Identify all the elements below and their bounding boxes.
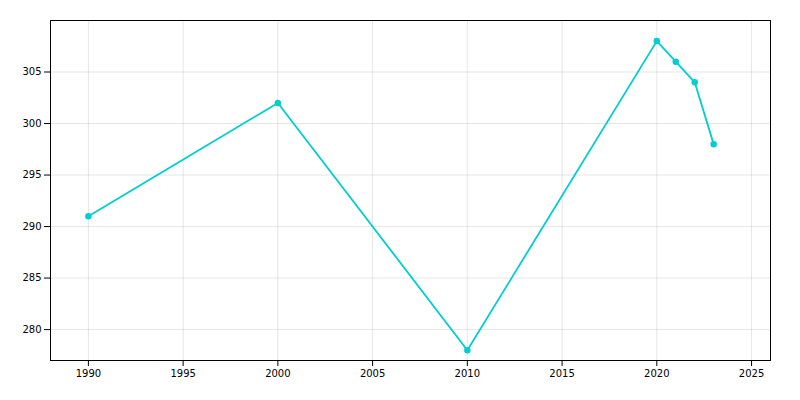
svg-text:280: 280 — [22, 324, 41, 335]
svg-text:295: 295 — [22, 169, 41, 180]
svg-text:2000: 2000 — [265, 368, 290, 379]
svg-text:285: 285 — [22, 272, 41, 283]
svg-text:1995: 1995 — [170, 368, 195, 379]
svg-text:1990: 1990 — [76, 368, 101, 379]
svg-text:290: 290 — [22, 221, 41, 232]
svg-text:300: 300 — [22, 118, 41, 129]
svg-text:305: 305 — [22, 66, 41, 77]
svg-text:2025: 2025 — [739, 368, 764, 379]
svg-text:2010: 2010 — [455, 368, 480, 379]
svg-text:2020: 2020 — [644, 368, 669, 379]
svg-text:2015: 2015 — [549, 368, 574, 379]
svg-text:2005: 2005 — [360, 368, 385, 379]
